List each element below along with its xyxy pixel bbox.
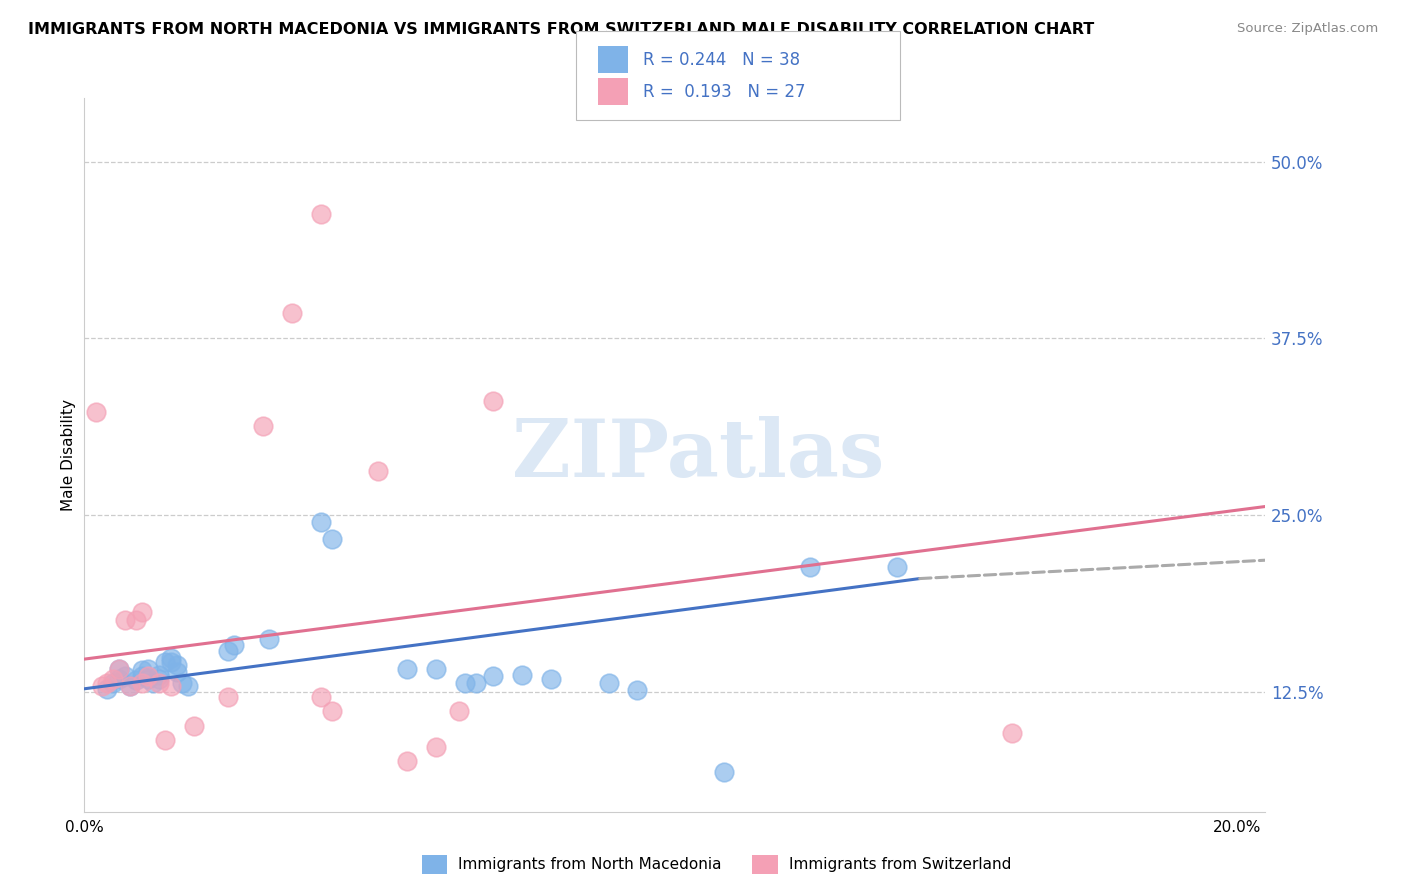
Point (281, 306, 304, 320)
Point (166, 665, 188, 679)
Point (886, 560, 908, 574)
Point (309, 207, 332, 221)
Point (153, 655, 176, 669)
Text: Immigrants from Switzerland: Immigrants from Switzerland (789, 857, 1011, 871)
Point (453, 676, 475, 690)
Point (159, 655, 181, 669)
Point (114, 613, 136, 627)
Point (395, 662, 418, 676)
Point (131, 606, 153, 620)
Point (101, 676, 124, 690)
Point (131, 676, 153, 690)
Point (510, 667, 533, 681)
Point (136, 662, 159, 676)
Y-axis label: Male Disability: Male Disability (60, 399, 76, 511)
Point (125, 613, 148, 627)
Point (101, 672, 124, 686)
Point (395, 754, 418, 768)
Point (131, 664, 153, 678)
Point (598, 676, 620, 690)
Point (367, 464, 389, 478)
Point (713, 765, 735, 780)
Point (217, 690, 239, 705)
Text: R =  0.193   N = 27: R = 0.193 N = 27 (643, 83, 806, 101)
Point (321, 705, 343, 719)
Point (114, 669, 136, 683)
Point (224, 638, 246, 652)
Point (120, 679, 142, 693)
Point (183, 718, 205, 732)
Point (309, 515, 332, 529)
Point (108, 662, 131, 676)
Point (217, 643, 239, 657)
Point (153, 732, 176, 747)
Point (131, 669, 153, 683)
Point (125, 673, 148, 688)
Point (482, 393, 505, 408)
Point (1001, 725, 1024, 739)
Point (540, 672, 562, 686)
Point (84, 405, 107, 419)
Point (108, 662, 131, 676)
Text: Immigrants from North Macedonia: Immigrants from North Macedonia (458, 857, 721, 871)
Point (626, 683, 648, 698)
Point (425, 739, 447, 754)
Point (166, 657, 188, 672)
Point (482, 669, 505, 683)
Point (257, 632, 280, 647)
Point (90, 679, 112, 693)
Point (96, 676, 118, 690)
Text: IMMIGRANTS FROM NORTH MACEDONIA VS IMMIGRANTS FROM SWITZERLAND MALE DISABILITY C: IMMIGRANTS FROM NORTH MACEDONIA VS IMMIG… (28, 22, 1094, 37)
Point (136, 672, 159, 686)
Point (447, 705, 470, 719)
Point (159, 679, 181, 693)
Point (425, 662, 447, 676)
Point (120, 679, 142, 693)
Point (148, 672, 170, 686)
Point (799, 560, 821, 574)
Point (252, 419, 274, 434)
Point (148, 676, 170, 690)
Point (142, 676, 165, 690)
Point (321, 532, 343, 546)
Point (96, 681, 118, 696)
Point (136, 669, 159, 683)
Text: ZIPatlas: ZIPatlas (512, 416, 884, 494)
Point (108, 672, 131, 686)
Point (309, 690, 332, 705)
Point (148, 667, 170, 681)
Point (172, 676, 194, 690)
Text: R = 0.244   N = 38: R = 0.244 N = 38 (643, 51, 800, 69)
Point (159, 650, 181, 665)
Point (177, 679, 200, 693)
Text: Source: ZipAtlas.com: Source: ZipAtlas.com (1237, 22, 1378, 36)
Point (465, 676, 488, 690)
